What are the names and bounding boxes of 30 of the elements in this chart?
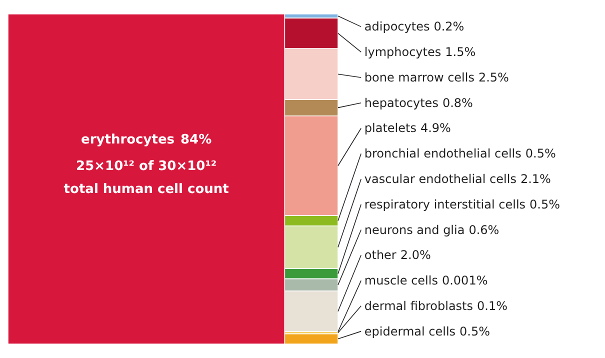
category-label: bronchial endothelial cells xyxy=(364,146,522,161)
text: 25×10¹² of 30×10¹² xyxy=(76,158,217,174)
category-label: epidermal cells xyxy=(364,324,456,338)
data-label: 0.5% xyxy=(530,197,560,212)
category-label: respiratory interstitial cells xyxy=(364,197,526,212)
data-label: 0.5% xyxy=(460,324,490,338)
category-label: lymphocytes xyxy=(364,45,442,60)
category-label: muscle cells xyxy=(364,274,438,288)
category-label: neurons and glia xyxy=(364,222,465,237)
data-label: 1.5% xyxy=(445,45,476,60)
category-label: platelets xyxy=(364,121,416,136)
data-label: 0.5% xyxy=(525,146,556,161)
data-label: 2.5% xyxy=(478,70,509,84)
category-label: other xyxy=(364,248,396,262)
data-label: 2.1% xyxy=(520,172,551,186)
data-label: 0.1% xyxy=(477,298,508,313)
category-label: dermal fibroblasts xyxy=(364,298,474,313)
data-label: 0.8% xyxy=(442,96,473,110)
data-label: 0.001% xyxy=(442,274,488,288)
data-label: 0.6% xyxy=(468,222,500,237)
category-label: erythrocytes xyxy=(81,132,175,148)
category-label: bone marrow cells xyxy=(364,70,474,84)
category-label: hepatocytes xyxy=(364,96,438,110)
data-label: 4.9% xyxy=(420,121,451,136)
data-label: 2.0% xyxy=(400,248,431,262)
data-label: 0.2% xyxy=(434,20,464,34)
category-label: vascular endothelial cells xyxy=(364,172,516,186)
category-label: adipocytes xyxy=(364,20,430,34)
text: total human cell count xyxy=(64,182,229,197)
data-label: 84% xyxy=(180,132,212,148)
